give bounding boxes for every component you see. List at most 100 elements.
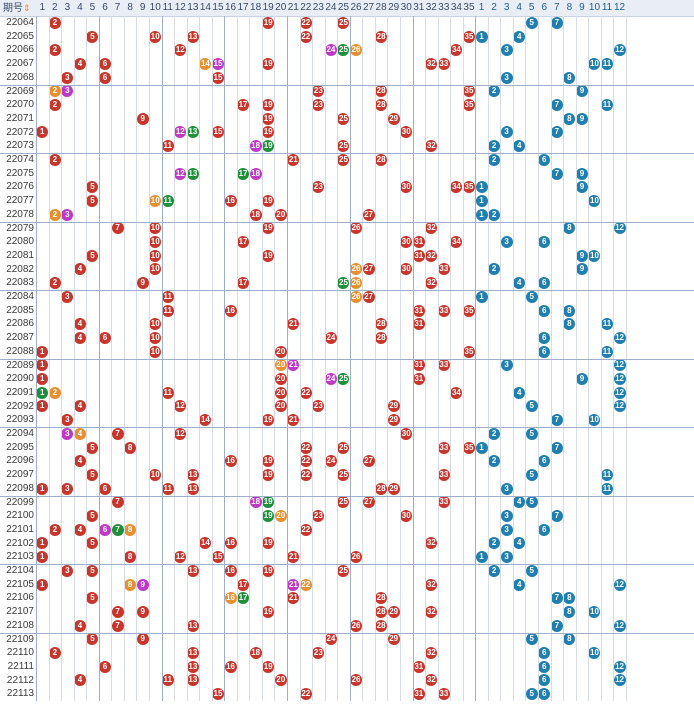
front-col-header-15: 15 (212, 2, 224, 13)
back-ball: 3 (500, 551, 513, 564)
back-ball: 10 (588, 647, 601, 660)
period-number: 22084 (6, 291, 34, 302)
period-header[interactable]: 期号⇕ (0, 0, 39, 16)
back-ball: 9 (575, 167, 588, 180)
table-row: 22093 3 14 19 21 29 7 10 (0, 413, 694, 427)
back-col-header-11: 11 (601, 2, 613, 13)
back-ball: 4 (513, 537, 526, 550)
table-row: 22086 4 10 21 28 31 8 11 (0, 317, 694, 331)
front-ball: 25 (337, 153, 350, 166)
front-ball: 8 (124, 551, 137, 564)
table-row: 22104 3 5 13 16 19 25 2 5 (0, 564, 694, 577)
front-col-header-11: 11 (162, 2, 173, 13)
back-ball: 8 (563, 633, 576, 646)
front-ball: 28 (375, 85, 388, 98)
front-ball: 5 (86, 194, 99, 207)
back-ball: 9 (575, 263, 588, 276)
front-ball: 12 (174, 551, 187, 564)
back-ball: 8 (563, 112, 576, 125)
front-ball: 13 (186, 647, 199, 660)
period-number: 22091 (6, 386, 34, 398)
front-ball: 19 (262, 605, 275, 618)
front-ball: 29 (387, 112, 400, 125)
front-ball: 23 (312, 510, 325, 523)
front-ball: 23 (312, 647, 325, 660)
back-ball: 7 (550, 619, 563, 632)
table-row: 22079 7 10 19 26 32 8 12 (0, 222, 694, 235)
table-row: 22107 7 9 19 28 29 32 8 10 (0, 605, 694, 618)
front-ball: 26 (350, 222, 363, 235)
front-ball: 7 (111, 222, 124, 235)
back-ball: 5 (525, 688, 538, 701)
period-number: 22109 (6, 633, 34, 645)
period-number: 22097 (6, 469, 34, 481)
table-row: 22080 10 17 30 31 34 3 6 (0, 235, 694, 249)
front-ball: 26 (350, 674, 363, 687)
front-ball: 25 (337, 496, 350, 509)
back-ball: 4 (513, 496, 526, 509)
front-col-header-10: 10 (149, 2, 161, 13)
front-col-header-33: 33 (438, 2, 450, 13)
period-number: 22099 (6, 496, 34, 508)
front-ball: 34 (450, 386, 463, 399)
period-number: 22075 (6, 167, 34, 179)
group-divider (0, 84, 694, 86)
front-ball: 22 (299, 30, 312, 43)
back-ball: 8 (563, 592, 576, 605)
front-ball: 8 (124, 441, 137, 454)
front-ball: 12 (174, 126, 187, 139)
back-ball: 6 (538, 647, 551, 660)
front-col-header-32: 32 (425, 2, 437, 13)
front-ball: 9 (136, 277, 149, 290)
back-ball: 3 (500, 523, 513, 536)
front-ball: 15 (211, 551, 224, 564)
period-number: 22074 (6, 154, 34, 165)
back-ball: 5 (525, 290, 538, 303)
front-ball: 26 (350, 277, 363, 290)
front-ball: 13 (186, 660, 199, 673)
back-col-header-5: 5 (528, 2, 535, 13)
front-ball: 3 (61, 427, 74, 440)
table-row: 22096 4 16 19 22 24 27 2 6 (0, 454, 694, 468)
back-ball: 12 (613, 674, 626, 687)
front-ball: 2 (48, 85, 61, 98)
front-col-header-1: 1 (39, 2, 46, 13)
back-ball: 6 (538, 236, 551, 249)
front-ball: 13 (186, 482, 199, 495)
header-row: 期号⇕ 1 2 3 4 5 6 7 8 9 10 11 12 13 14 15 16 17 18 19 20 21 22 2… (0, 0, 694, 17)
period-number: 22081 (6, 249, 34, 261)
front-ball: 19 (262, 99, 275, 112)
front-ball: 35 (462, 181, 475, 194)
front-ball: 21 (287, 414, 300, 427)
front-col-header-6: 6 (102, 2, 108, 13)
front-ball: 23 (312, 99, 325, 112)
front-ball: 12 (174, 167, 187, 180)
front-ball: 19 (262, 414, 275, 427)
table-row: 22068 3 6 15 3 8 (0, 71, 694, 84)
table-row: 22088 1 10 20 35 6 11 (0, 345, 694, 358)
front-ball: 20 (274, 510, 287, 523)
front-ball: 30 (400, 427, 413, 440)
table-row: 22106 5 16 17 21 28 7 8 (0, 591, 694, 605)
front-ball: 35 (462, 345, 475, 358)
front-ball: 4 (73, 619, 86, 632)
table-row: 22071 9 19 25 29 8 9 (0, 112, 694, 125)
front-ball: 11 (161, 290, 174, 303)
front-col-header-20: 20 (275, 2, 287, 13)
front-ball: 11 (161, 194, 174, 207)
sort-arrows-icon[interactable]: ⇕ (23, 3, 31, 13)
front-ball: 25 (337, 564, 350, 577)
period-number: 22110 (6, 647, 34, 659)
front-ball: 5 (86, 181, 99, 194)
front-ball: 5 (86, 592, 99, 605)
front-ball: 4 (73, 331, 86, 344)
front-col-header-12: 12 (174, 2, 186, 13)
front-ball: 19 (262, 537, 275, 550)
back-ball: 3 (500, 482, 513, 495)
front-ball: 10 (149, 331, 162, 344)
front-ball: 20 (274, 674, 287, 687)
front-ball: 21 (287, 592, 300, 605)
front-col-header-25: 25 (337, 2, 350, 13)
back-ball: 11 (601, 345, 614, 358)
front-ball: 25 (337, 44, 350, 57)
